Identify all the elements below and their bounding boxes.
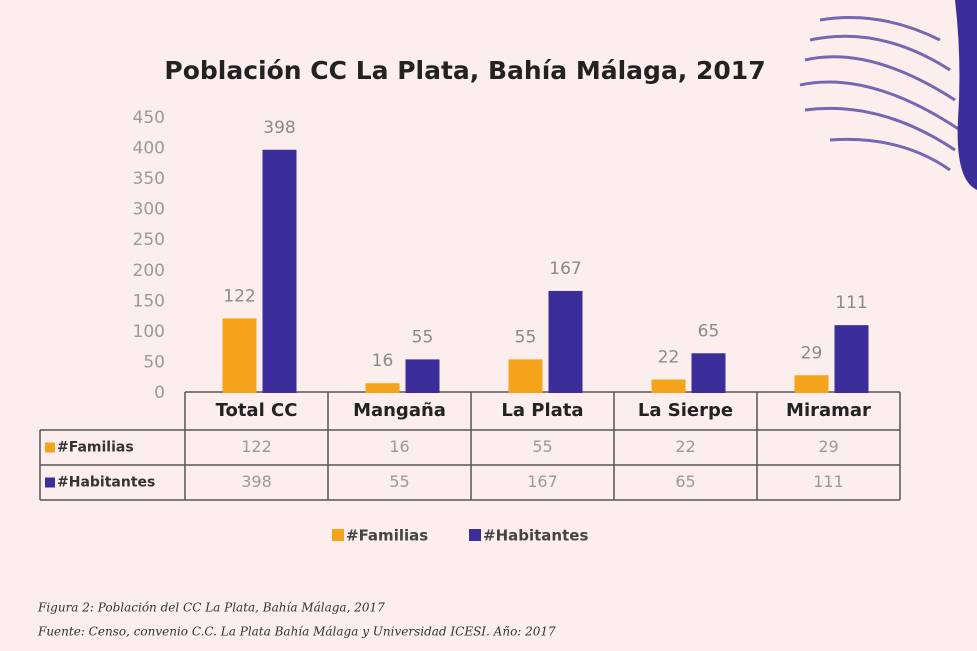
table-cell: 55 — [532, 437, 552, 456]
y-tick-label: 450 — [133, 108, 165, 128]
value-label: 167 — [549, 259, 581, 279]
bar — [263, 150, 297, 393]
row-legend-swatch — [45, 443, 55, 453]
bar — [366, 383, 400, 393]
x-tick-label: Mangaña — [353, 400, 446, 421]
bar — [795, 375, 829, 393]
bar — [223, 318, 257, 393]
x-tick-label: Total CC — [216, 400, 298, 421]
chart-title: Población CC La Plata, Bahía Málaga, 201… — [164, 56, 765, 85]
y-tick-label: 300 — [133, 200, 165, 220]
legend-swatch — [332, 529, 344, 541]
value-label: 55 — [515, 327, 537, 347]
y-tick-label: 200 — [133, 261, 165, 281]
value-label: 122 — [223, 286, 255, 306]
y-tick-label: 150 — [133, 291, 165, 311]
table-cell: 22 — [675, 437, 695, 456]
y-tick-label: 350 — [133, 169, 165, 189]
y-tick-label: 50 — [143, 352, 165, 372]
table-cell: 111 — [813, 472, 844, 491]
value-label: 29 — [801, 343, 823, 363]
row-label: #Habitantes — [57, 475, 155, 491]
bar — [692, 353, 726, 393]
caption: Figura 2: Población del CC La Plata, Bah… — [37, 601, 385, 615]
x-tick-label: La Plata — [501, 400, 583, 421]
bar — [549, 291, 583, 393]
legend-label: #Habitantes — [483, 527, 588, 545]
table-cell: 16 — [389, 437, 409, 456]
y-tick-label: 400 — [133, 139, 165, 159]
value-label: 65 — [698, 321, 720, 341]
x-tick-label: Miramar — [786, 400, 871, 421]
page: {"chart_data": {"type": "bar", "title": … — [0, 0, 977, 651]
caption: Fuente: Censo, convenio C.C. La Plata Ba… — [37, 625, 556, 639]
x-tick-label: La Sierpe — [638, 400, 733, 421]
value-label: 55 — [412, 327, 434, 347]
chart: Población CC La Plata, Bahía Málaga, 201… — [0, 0, 977, 651]
value-label: 111 — [835, 293, 867, 313]
bar — [652, 380, 686, 393]
value-label: 398 — [263, 118, 295, 138]
table-cell: 65 — [675, 472, 695, 491]
y-tick-label: 0 — [154, 383, 165, 403]
table-cell: 55 — [389, 472, 409, 491]
row-label: #Familias — [57, 440, 134, 456]
legend-swatch — [469, 529, 481, 541]
legend-label: #Familias — [346, 527, 428, 545]
table-cell: 398 — [241, 472, 272, 491]
bar — [406, 359, 440, 393]
value-label: 22 — [658, 348, 680, 368]
y-tick-label: 250 — [133, 230, 165, 250]
y-tick-label: 100 — [133, 322, 165, 342]
table-cell: 167 — [527, 472, 558, 491]
bar — [835, 325, 869, 393]
bar — [509, 359, 543, 393]
table-cell: 29 — [818, 437, 838, 456]
value-label: 16 — [372, 351, 394, 371]
row-legend-swatch — [45, 478, 55, 488]
table-cell: 122 — [241, 437, 272, 456]
